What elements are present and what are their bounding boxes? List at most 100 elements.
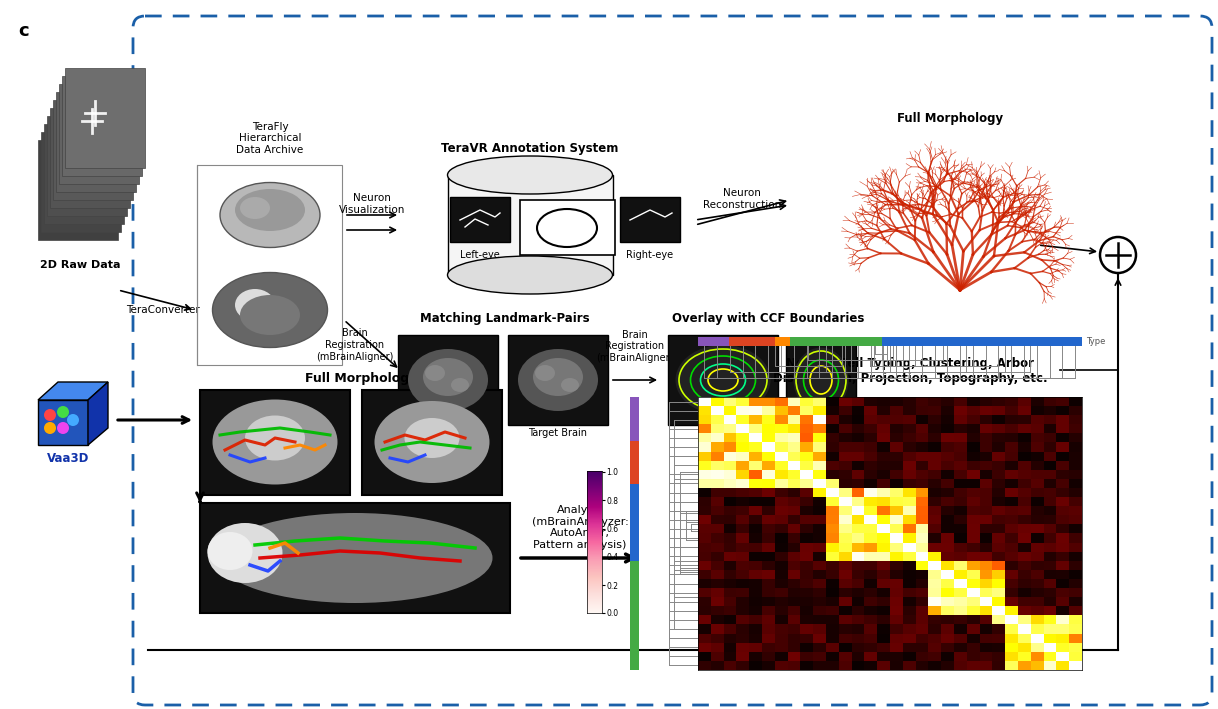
Bar bbox=[41, 132, 121, 232]
Bar bbox=[448, 175, 613, 275]
Bar bbox=[38, 140, 118, 240]
Text: Overlay with CCF Boundaries: Overlay with CCF Boundaries bbox=[672, 312, 865, 325]
Bar bbox=[805, 337, 821, 345]
Bar bbox=[821, 337, 836, 345]
Bar bbox=[1051, 337, 1066, 345]
Text: Brain
Registration
(mBrainAligner): Brain Registration (mBrainAligner) bbox=[597, 330, 674, 363]
Ellipse shape bbox=[425, 365, 445, 381]
Bar bbox=[630, 605, 639, 615]
Bar bbox=[630, 452, 639, 462]
Bar bbox=[630, 528, 639, 539]
Ellipse shape bbox=[240, 197, 270, 219]
Bar bbox=[630, 593, 639, 605]
Text: Registered Brain: Registered Brain bbox=[727, 428, 809, 438]
Bar bbox=[667, 335, 778, 425]
Ellipse shape bbox=[451, 378, 469, 392]
Polygon shape bbox=[38, 400, 88, 445]
Bar bbox=[197, 165, 342, 365]
Bar bbox=[44, 124, 124, 224]
Bar bbox=[867, 337, 882, 345]
Bar bbox=[630, 419, 639, 430]
Circle shape bbox=[44, 422, 56, 434]
Bar bbox=[65, 68, 145, 168]
Bar bbox=[1005, 337, 1021, 345]
Bar bbox=[728, 337, 744, 345]
Bar bbox=[898, 337, 912, 345]
Bar bbox=[630, 474, 639, 484]
Bar bbox=[790, 337, 805, 345]
Bar bbox=[449, 197, 510, 242]
Circle shape bbox=[1100, 237, 1136, 273]
Bar bbox=[56, 92, 136, 192]
Text: 2D Raw Data: 2D Raw Data bbox=[40, 260, 121, 270]
Bar bbox=[620, 197, 680, 242]
Text: c: c bbox=[18, 22, 29, 40]
Bar bbox=[630, 615, 639, 626]
Ellipse shape bbox=[561, 378, 579, 392]
Ellipse shape bbox=[408, 349, 488, 411]
Text: Type: Type bbox=[1086, 337, 1106, 346]
Bar bbox=[508, 335, 608, 425]
Ellipse shape bbox=[212, 399, 337, 484]
Text: Vaa3D: Vaa3D bbox=[46, 452, 89, 465]
Ellipse shape bbox=[245, 415, 304, 461]
Bar bbox=[786, 340, 856, 420]
Ellipse shape bbox=[374, 401, 490, 483]
Text: Subject Brain: Subject Brain bbox=[415, 428, 481, 438]
Bar bbox=[54, 100, 133, 200]
Bar bbox=[630, 462, 639, 474]
Text: Neuron
Visualization: Neuron Visualization bbox=[339, 194, 406, 215]
Ellipse shape bbox=[537, 209, 597, 247]
Bar bbox=[630, 648, 639, 659]
Bar bbox=[398, 335, 498, 425]
Bar bbox=[744, 337, 759, 345]
Ellipse shape bbox=[218, 513, 492, 603]
Bar bbox=[912, 337, 928, 345]
Bar bbox=[1021, 337, 1035, 345]
Circle shape bbox=[67, 414, 79, 426]
Bar bbox=[1035, 337, 1051, 345]
Ellipse shape bbox=[447, 156, 613, 194]
Bar bbox=[630, 561, 639, 571]
Text: Full Morphology: Full Morphology bbox=[896, 112, 1004, 125]
Bar bbox=[520, 200, 615, 255]
Bar bbox=[630, 571, 639, 583]
Bar bbox=[630, 430, 639, 441]
Circle shape bbox=[57, 422, 69, 434]
Text: Left-eye: Left-eye bbox=[460, 250, 499, 260]
Ellipse shape bbox=[447, 256, 613, 294]
Text: TeraFly
Hierarchical
Data Archive: TeraFly Hierarchical Data Archive bbox=[236, 122, 303, 155]
Bar bbox=[928, 337, 944, 345]
Ellipse shape bbox=[207, 532, 252, 570]
Ellipse shape bbox=[235, 289, 275, 321]
Ellipse shape bbox=[535, 365, 555, 381]
Text: Full Morphology in CCF: Full Morphology in CCF bbox=[304, 372, 465, 385]
Bar bbox=[630, 550, 639, 561]
Ellipse shape bbox=[533, 358, 583, 396]
Ellipse shape bbox=[518, 349, 598, 411]
Bar bbox=[200, 503, 510, 613]
Bar bbox=[698, 337, 714, 345]
Text: TeraVR Annotation System: TeraVR Annotation System bbox=[441, 142, 619, 155]
Bar bbox=[62, 76, 143, 176]
Polygon shape bbox=[38, 382, 108, 400]
Bar bbox=[630, 517, 639, 528]
Ellipse shape bbox=[235, 189, 304, 231]
Bar bbox=[775, 337, 790, 345]
Bar bbox=[58, 84, 139, 184]
Bar bbox=[630, 637, 639, 648]
Ellipse shape bbox=[676, 345, 771, 415]
Bar bbox=[362, 390, 502, 495]
Circle shape bbox=[57, 406, 69, 418]
Ellipse shape bbox=[423, 358, 473, 396]
Text: Analysis
(mBrainAnalyzer:
AutoArbor,
Pattern analysis): Analysis (mBrainAnalyzer: AutoArbor, Pat… bbox=[531, 506, 628, 550]
Text: Neuron Cell Typing, Clustering, Arbor
Distribution, Projection, Topography, etc.: Neuron Cell Typing, Clustering, Arbor Di… bbox=[772, 357, 1047, 385]
Ellipse shape bbox=[212, 272, 328, 347]
Bar bbox=[959, 337, 974, 345]
Bar bbox=[851, 337, 867, 345]
Bar bbox=[630, 626, 639, 637]
Bar bbox=[630, 484, 639, 496]
Text: VR: VR bbox=[557, 221, 577, 235]
Bar bbox=[974, 337, 989, 345]
Text: Brain
Registration
(mBrainAligner): Brain Registration (mBrainAligner) bbox=[317, 328, 393, 362]
